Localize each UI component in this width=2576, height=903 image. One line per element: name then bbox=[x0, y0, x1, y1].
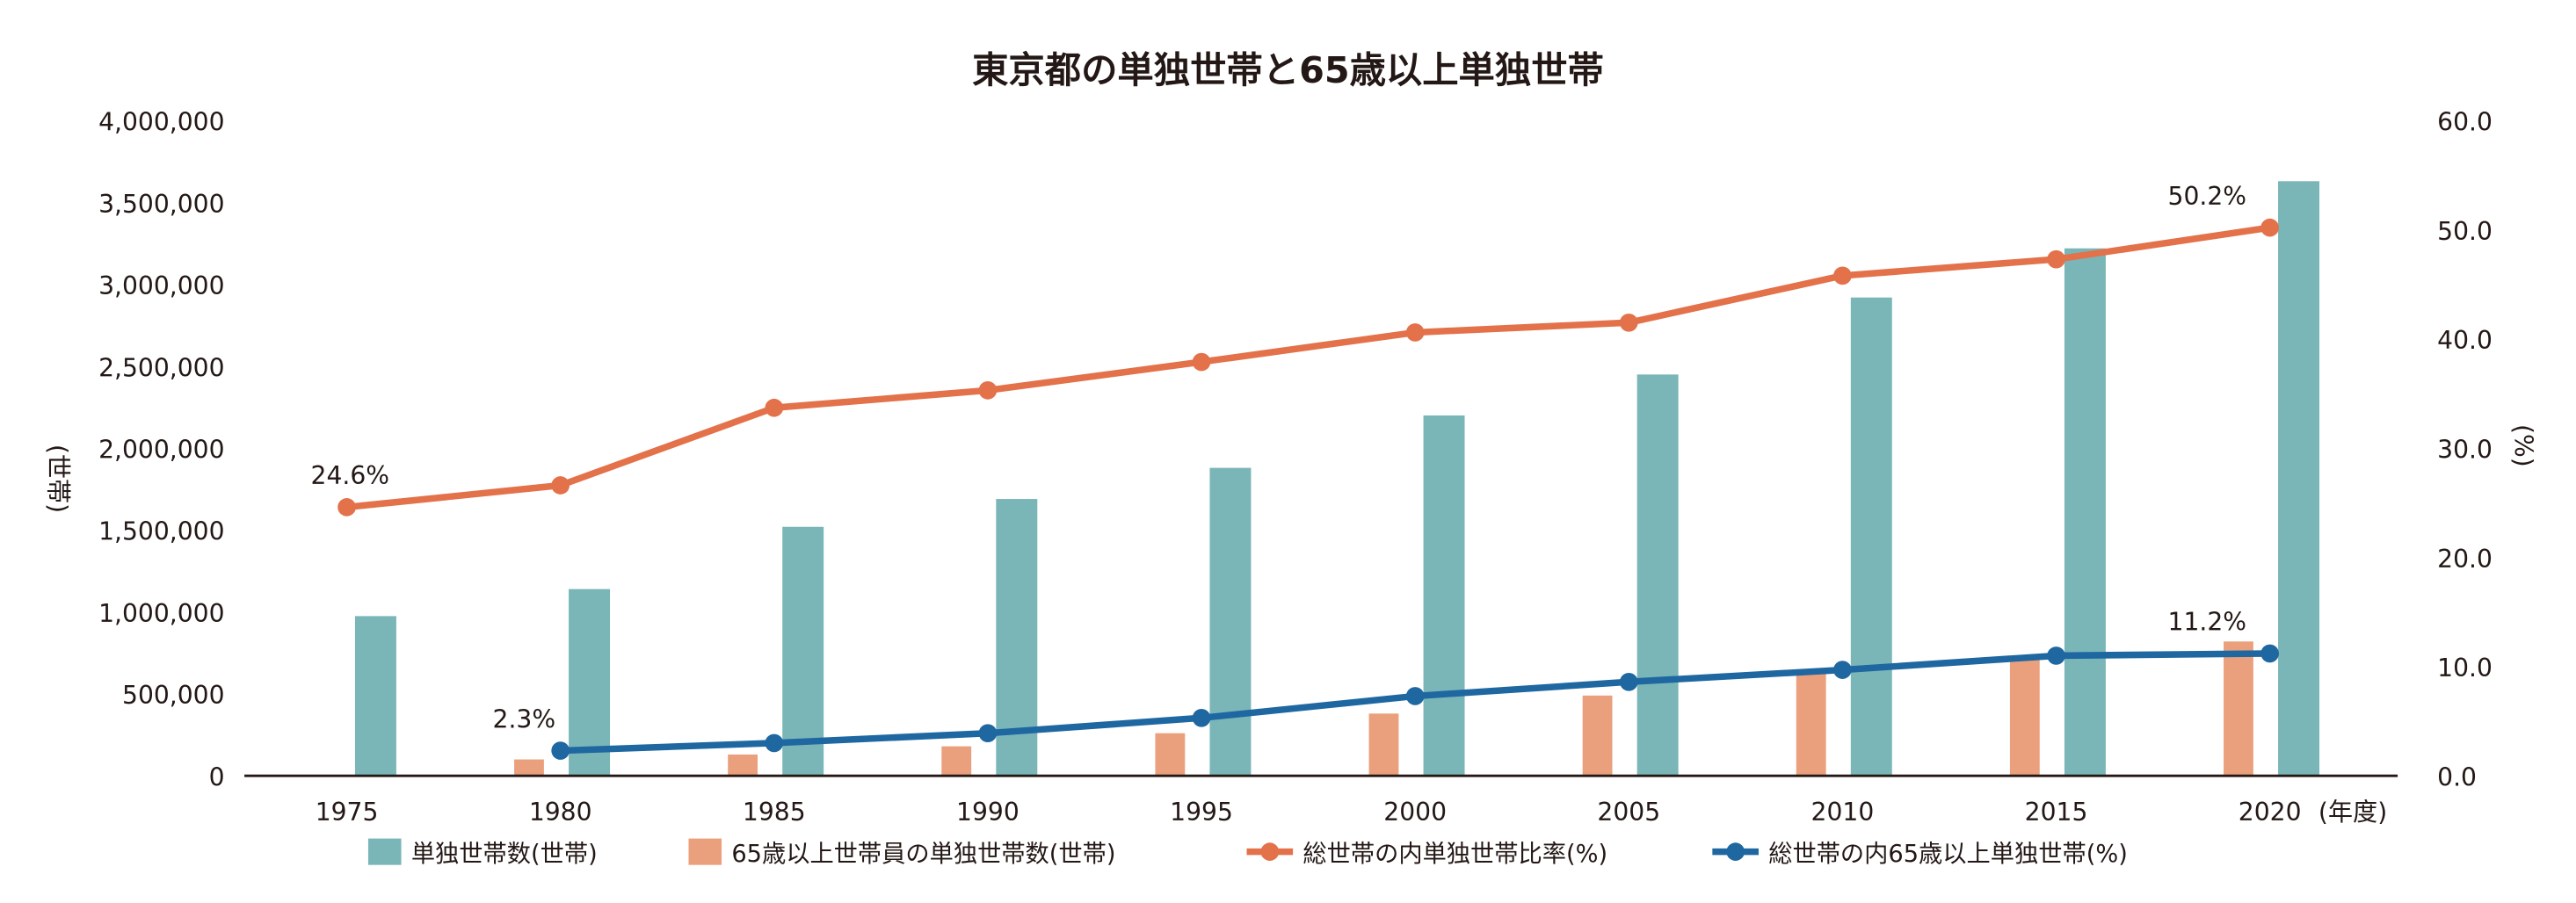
line-65plus-ratio-point bbox=[2047, 647, 2065, 665]
x-tick-label: 1990 bbox=[956, 798, 1020, 827]
line-single-ratio-point bbox=[1405, 323, 1425, 342]
bar-single-households bbox=[354, 616, 396, 777]
bar-single-households bbox=[1423, 415, 1465, 777]
y2-tick-label: 60.0 bbox=[2437, 108, 2493, 137]
y2-tick-label: 40.0 bbox=[2437, 326, 2493, 355]
line-single-ratio-point bbox=[1619, 313, 1638, 332]
line-65plus-ratio-point bbox=[978, 724, 998, 743]
y2-tick-label: 10.0 bbox=[2437, 654, 2493, 683]
legend-label: 総世帯の内単独世帯比率(%) bbox=[1303, 841, 1607, 868]
x-axis-ticks: 1975 1980 1985 1990 1995 2000 2005 2010 2015 2020 bbox=[316, 798, 2302, 827]
line-single-ratio-point bbox=[551, 476, 570, 495]
bar-single-households bbox=[1209, 467, 1252, 777]
y2-tick-label: 30.0 bbox=[2437, 436, 2493, 465]
y-axis-ticks: 0 500,000 1,000,000 1,500,000 2,000,000 2,500… bbox=[98, 108, 224, 792]
line-65plus-ratio-point bbox=[2260, 644, 2279, 663]
data-label: 24.6% bbox=[311, 461, 390, 490]
data-label: 11.2% bbox=[2168, 608, 2247, 637]
y2-axis-ticks: 0.0 10.0 20.0 30.0 40.0 50.0 60.0 bbox=[2437, 108, 2493, 792]
data-label: 2.3% bbox=[493, 704, 556, 733]
y-tick-label: 3,500,000 bbox=[98, 190, 224, 219]
bar-single-households bbox=[782, 526, 824, 777]
chart-title: 東京都の単独世帯と65歳以上単独世帯 bbox=[972, 49, 1604, 91]
x-tick-label: 1995 bbox=[1170, 798, 1233, 827]
bar-65plus-single-households bbox=[1582, 695, 1613, 777]
line-single-ratio-point bbox=[2047, 249, 2065, 269]
bar-65plus-single-households bbox=[941, 746, 972, 777]
line-single-ratio bbox=[346, 224, 2271, 511]
line-65plus-ratio-point bbox=[551, 741, 570, 760]
line-65plus-ratio-point bbox=[1405, 687, 1425, 705]
bar-65plus-single-households bbox=[1368, 713, 1399, 777]
y-tick-label: 500,000 bbox=[122, 681, 224, 710]
x-tick-label: 2015 bbox=[2025, 798, 2088, 827]
y-tick-label: 4,000,000 bbox=[98, 108, 224, 137]
y2-tick-label: 0.0 bbox=[2437, 762, 2477, 791]
bar-65plus-single-households bbox=[514, 759, 544, 777]
line-single-ratio-point bbox=[2260, 218, 2279, 237]
bar-65plus-single-households bbox=[1796, 668, 1826, 777]
legend-label: 単独世帯数(世帯) bbox=[411, 841, 598, 868]
y-tick-label: 2,000,000 bbox=[98, 436, 224, 465]
y-tick-label: 2,500,000 bbox=[98, 353, 224, 382]
line-65plus-ratio-point bbox=[765, 733, 784, 753]
line-single-ratio-point bbox=[978, 381, 998, 400]
line-single-ratio-point bbox=[765, 398, 784, 417]
bars bbox=[354, 181, 2320, 777]
bar-65plus-single-households bbox=[1155, 733, 1186, 777]
y-tick-label: 3,000,000 bbox=[98, 271, 224, 300]
bar-65plus-single-households bbox=[728, 754, 758, 777]
y-tick-label: 1,000,000 bbox=[98, 599, 224, 628]
y2-tick-label: 20.0 bbox=[2437, 545, 2493, 574]
bar-single-households bbox=[1636, 374, 1679, 777]
bar-65plus-single-households bbox=[2009, 657, 2040, 777]
legend-swatch bbox=[688, 838, 722, 865]
bar-single-households bbox=[569, 589, 611, 777]
legend-marker bbox=[1726, 842, 1745, 861]
y-axis-label: (世帯) bbox=[43, 444, 72, 513]
x-tick-label: 1980 bbox=[529, 798, 592, 827]
annotations: 24.6% 50.2% 2.3% 11.2% bbox=[311, 182, 2246, 733]
bar-single-households bbox=[2278, 181, 2320, 777]
line-single-ratio-point bbox=[1833, 266, 1852, 285]
line-65plus-ratio-point bbox=[1192, 708, 1211, 727]
x-unit-label: (年度) bbox=[2318, 798, 2387, 827]
line-single-ratio-point bbox=[1192, 352, 1211, 372]
legend-label: 65歳以上世帯員の単独世帯数(世帯) bbox=[731, 841, 1115, 868]
line-65plus-ratio-point bbox=[1619, 672, 1638, 691]
x-tick-label: 2000 bbox=[1383, 798, 1447, 827]
bar-single-households bbox=[1850, 297, 1892, 777]
y-tick-label: 1,500,000 bbox=[98, 517, 224, 546]
x-tick-label: 1985 bbox=[743, 798, 806, 827]
line-single-ratio-point bbox=[337, 498, 356, 517]
y2-axis-label: (%) bbox=[2508, 424, 2537, 467]
bar-65plus-single-households bbox=[2224, 641, 2253, 777]
y2-tick-label: 50.0 bbox=[2437, 217, 2493, 246]
legend-swatch bbox=[367, 838, 402, 865]
legend: 単独世帯数(世帯) 65歳以上世帯員の単独世帯数(世帯) 総世帯の内単独世帯比率(%… bbox=[367, 838, 2128, 868]
x-tick-label: 1975 bbox=[316, 798, 379, 827]
legend-marker bbox=[1260, 842, 1280, 861]
x-tick-label: 2005 bbox=[1597, 798, 1660, 827]
lines bbox=[337, 218, 2279, 760]
bar-single-households bbox=[2064, 248, 2106, 777]
x-tick-label: 2020 bbox=[2239, 798, 2302, 827]
x-tick-label: 2010 bbox=[1811, 798, 1875, 827]
y-tick-label: 0 bbox=[209, 762, 225, 791]
legend-label: 総世帯の内65歳以上単独世帯(%) bbox=[1768, 841, 2128, 868]
line-65plus-ratio-point bbox=[1833, 661, 1852, 679]
data-label: 50.2% bbox=[2168, 182, 2247, 211]
